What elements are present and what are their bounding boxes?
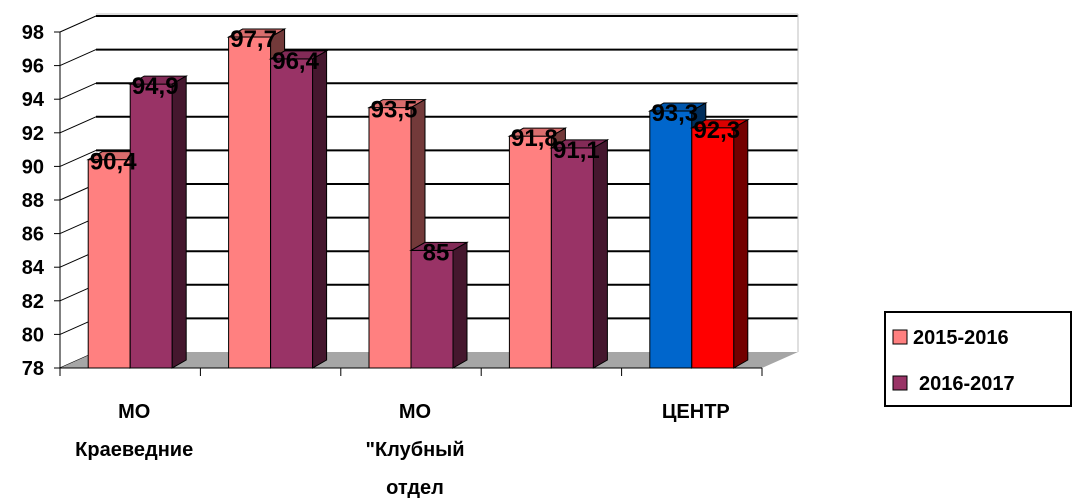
- bar-front: [691, 127, 735, 369]
- y-tick-label: 78: [22, 358, 44, 380]
- bar-front: [270, 58, 314, 369]
- bar-2016-2017-4: [689, 118, 750, 369]
- data-label: 91,8: [511, 125, 558, 152]
- bar-side: [171, 75, 187, 369]
- bar-front: [410, 249, 454, 369]
- bar-side: [733, 118, 749, 369]
- x-category-label: "Клубный: [365, 439, 464, 461]
- y-tick-label: 90: [22, 156, 44, 178]
- y-tick-label: 98: [22, 22, 44, 44]
- bar-front: [550, 147, 594, 369]
- bar-2016-2017-1: [268, 50, 329, 369]
- bar-front: [368, 107, 412, 369]
- bar-front: [129, 83, 173, 369]
- data-label: 97,7: [230, 26, 277, 53]
- x-category-label: ЦЕНТР: [662, 401, 730, 423]
- legend-label: 2015-2016: [913, 327, 1009, 349]
- y-tick-label: 82: [22, 291, 44, 313]
- gridline-side: [59, 15, 97, 33]
- x-category-label: МО: [399, 401, 431, 423]
- data-label: 93,5: [371, 97, 418, 124]
- gridline-side: [59, 82, 97, 100]
- data-label: 92,3: [693, 117, 740, 144]
- gridline-side: [59, 116, 97, 134]
- legend-label: 2016-2017: [919, 373, 1015, 395]
- data-label: 91,1: [553, 137, 600, 164]
- bar-side: [592, 139, 608, 369]
- gridline-side: [59, 49, 97, 67]
- y-tick-label: 96: [22, 56, 44, 78]
- data-label: 85: [423, 239, 450, 266]
- bar-front: [649, 110, 693, 369]
- legend-box: [884, 311, 1072, 407]
- y-tick-label: 84: [22, 257, 45, 279]
- data-label: 94,9: [132, 73, 179, 100]
- y-tick-label: 86: [22, 224, 44, 246]
- gridline-side: [59, 149, 97, 167]
- data-label: 93,3: [651, 100, 698, 127]
- legend: 2015-2016 2016-2017: [884, 311, 1072, 407]
- data-label: 96,4: [272, 48, 319, 75]
- legend-swatch: [892, 375, 908, 391]
- legend-swatch: [892, 329, 908, 345]
- bar-front: [508, 135, 552, 369]
- y-tick-label: 88: [22, 190, 44, 212]
- bars: [86, 28, 750, 369]
- bar-2016-2017-3: [549, 139, 610, 369]
- x-category-label: отдел: [386, 477, 444, 499]
- bar-front: [87, 159, 131, 369]
- data-label: 90,4: [90, 149, 137, 176]
- y-tick-label: 94: [22, 89, 45, 111]
- y-tick-label: 92: [22, 123, 44, 145]
- bar-2016-2017-2: [409, 241, 469, 369]
- x-category-label: МО: [118, 401, 150, 423]
- bar-side: [452, 241, 468, 369]
- bar-side: [312, 50, 328, 369]
- bar-2016-2017-0: [128, 75, 189, 369]
- bar-front: [228, 36, 272, 369]
- data-labels: 90,4 94,9 97,796,4 93,5 85 91,891,1 93,392,3: [90, 26, 740, 266]
- x-category-label: Краеведние: [75, 439, 193, 461]
- y-tick-label: 80: [22, 324, 44, 346]
- axes: 78 80 82 84 86 88 90 92 94 96 98 МО Краеведние МО "Клу…: [22, 22, 763, 499]
